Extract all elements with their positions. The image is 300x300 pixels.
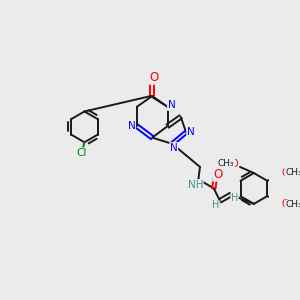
Text: O: O	[213, 168, 222, 181]
Text: O: O	[149, 71, 158, 84]
Text: O: O	[282, 168, 290, 178]
Text: N: N	[170, 143, 178, 153]
Text: H: H	[212, 200, 219, 210]
Text: H: H	[231, 194, 238, 203]
Text: Cl: Cl	[76, 148, 87, 158]
Text: CH₃: CH₃	[285, 200, 300, 209]
Text: N: N	[168, 100, 175, 110]
Text: N: N	[187, 127, 195, 137]
Text: N: N	[128, 121, 135, 131]
Text: CH₃: CH₃	[285, 168, 300, 177]
Text: NH: NH	[188, 180, 203, 190]
Text: O: O	[282, 199, 290, 209]
Text: O: O	[230, 159, 238, 169]
Text: CH₃: CH₃	[218, 158, 234, 167]
